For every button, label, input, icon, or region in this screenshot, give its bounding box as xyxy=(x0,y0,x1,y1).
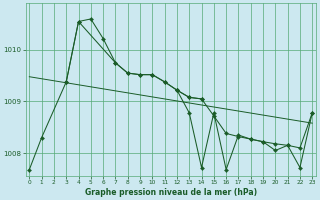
X-axis label: Graphe pression niveau de la mer (hPa): Graphe pression niveau de la mer (hPa) xyxy=(85,188,257,197)
